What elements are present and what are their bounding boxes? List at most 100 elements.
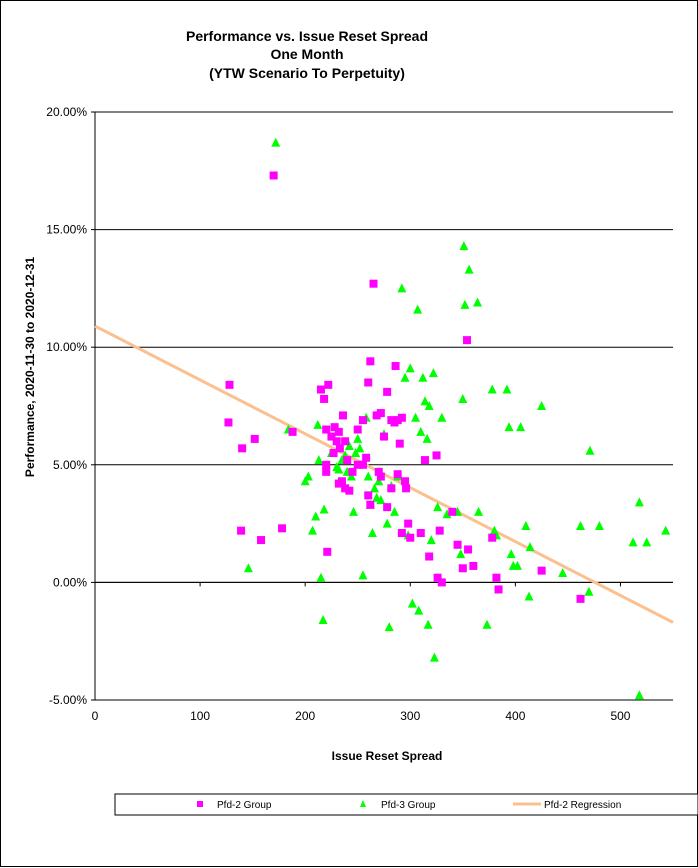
pfd2-point-30 — [323, 547, 332, 556]
pfd2-point-72 — [469, 561, 478, 570]
pfd3-point-83 — [584, 586, 594, 596]
pfd3-point-55 — [429, 652, 439, 662]
pfd2-point-67 — [448, 507, 457, 516]
pfd3-point-3 — [300, 476, 310, 486]
legend-pfd2-label: Pfd-2 Group — [217, 800, 272, 811]
pfd2-point-39 — [380, 432, 388, 441]
pfd3-point-8 — [314, 455, 324, 465]
pfd2-point-14 — [327, 432, 336, 441]
chart-title-line-2: One Month — [270, 46, 343, 62]
pfd3-point-65 — [473, 297, 483, 307]
pfd3-point-43 — [407, 598, 417, 608]
pfd2-point-28 — [345, 486, 354, 495]
pfd3-point-62 — [459, 241, 469, 251]
pfd2-point-0 — [269, 171, 278, 180]
x-tick-label-1: 100 — [190, 709, 210, 723]
pfd3-point-46 — [414, 605, 424, 615]
pfd2-point-50 — [374, 467, 383, 476]
pfd3-point-29 — [370, 483, 380, 493]
pfd3-point-78 — [525, 542, 535, 552]
pfd2-point-37 — [372, 411, 381, 420]
pfd2-point-65 — [433, 573, 442, 582]
y-tick-label-1: 0.00% — [53, 575, 87, 589]
pfd2-point-15 — [332, 437, 341, 446]
legend-pfd3-label: Pfd-3 Group — [381, 800, 436, 811]
pfd3-point-45 — [413, 304, 423, 314]
x-axis-label: Issue Reset Spread — [332, 749, 443, 763]
pfd3-point-50 — [422, 433, 432, 443]
pfd2-point-62 — [425, 552, 434, 561]
pfd2-point-13 — [330, 423, 339, 432]
pfd3-point-66 — [474, 506, 484, 516]
pfd3-point-64 — [464, 264, 474, 274]
pfd2-point-29 — [334, 479, 343, 488]
pfd3-point-56 — [433, 502, 443, 512]
y-tick-label-4: 15.00% — [46, 223, 87, 237]
pfd3-point-11 — [319, 504, 329, 514]
chart-title-line-1: Performance vs. Issue Reset Spread — [186, 28, 428, 44]
pfd3-point-85 — [594, 520, 604, 530]
pfd2-point-32 — [358, 416, 367, 425]
pfd2-point-34 — [366, 357, 375, 366]
chart-title-line-3: (YTW Scenario To Perpetuity) — [209, 65, 405, 81]
x-tick-label-2: 200 — [295, 709, 315, 723]
pfd3-point-77 — [521, 520, 531, 530]
pfd2-point-40 — [383, 387, 392, 396]
y-tick-label-5: 20.00% — [46, 105, 87, 119]
pfd3-point-28 — [367, 528, 377, 538]
pfd2-point-23 — [343, 456, 352, 465]
legend-pfd2-marker — [197, 801, 203, 807]
pfd2-point-55 — [401, 477, 410, 486]
pfd3-point-34 — [382, 518, 392, 528]
pfd2-point-60 — [416, 529, 425, 538]
pfd2-point-20 — [322, 467, 331, 476]
pfd3-point-71 — [502, 384, 512, 394]
pfd2-point-54 — [393, 470, 402, 479]
x-tick-label-3: 300 — [400, 709, 420, 723]
pfd3-point-88 — [642, 537, 652, 547]
pfd3-point-10 — [318, 615, 328, 625]
pfd2-point-22 — [341, 437, 350, 446]
pfd2-point-11 — [324, 380, 333, 389]
pfd3-point-51 — [423, 619, 433, 629]
pfd2-point-57 — [397, 529, 406, 538]
axes — [91, 111, 673, 701]
pfd2-point-74 — [492, 573, 501, 582]
pfd3-point-49 — [420, 396, 430, 406]
pfd2-point-56 — [402, 484, 411, 493]
pfd3-point-86 — [628, 537, 638, 547]
pfd2-point-75 — [494, 585, 503, 594]
pfd2-point-49 — [366, 500, 375, 509]
pfd3-point-5 — [308, 525, 318, 535]
y-tick-label-0: -5.00% — [49, 693, 87, 707]
pfd3-point-7 — [313, 419, 323, 429]
pfd2-point-70 — [464, 545, 473, 554]
pfd2-point-71 — [463, 336, 472, 345]
legend-regression-label: Pfd-2 Regression — [544, 800, 621, 811]
pfd3-point-19 — [346, 471, 356, 481]
pfd3-point-68 — [487, 384, 497, 394]
pfd3-point-84 — [585, 445, 595, 455]
pfd2-point-6 — [257, 536, 266, 545]
pfd3-point-22 — [353, 433, 363, 443]
pfd2-point-9 — [316, 385, 325, 394]
pfd3-point-9 — [316, 572, 326, 582]
pfd2-point-45 — [391, 362, 400, 371]
pfd2-point-35 — [364, 378, 373, 387]
pfd3-point-35 — [384, 622, 394, 632]
pfd3-point-61 — [458, 393, 468, 403]
pfd2-point-31 — [353, 425, 362, 434]
pfd3-point-47 — [416, 426, 426, 436]
y-tick-label-3: 10.00% — [46, 340, 87, 354]
pfd3-point-75 — [512, 560, 522, 570]
y-tick-label-2: 5.00% — [53, 458, 87, 472]
pfd2-point-24 — [348, 467, 357, 476]
pfd2-point-46 — [395, 439, 404, 448]
pfd2-point-18 — [329, 449, 338, 458]
legend-pfd3-marker — [360, 800, 366, 807]
pfd2-point-4 — [250, 434, 259, 443]
pfd3-point-67 — [482, 619, 492, 629]
pfd2-point-33 — [362, 453, 371, 462]
pfd3-point-21 — [351, 448, 361, 458]
pfd2-point-68 — [453, 540, 462, 549]
